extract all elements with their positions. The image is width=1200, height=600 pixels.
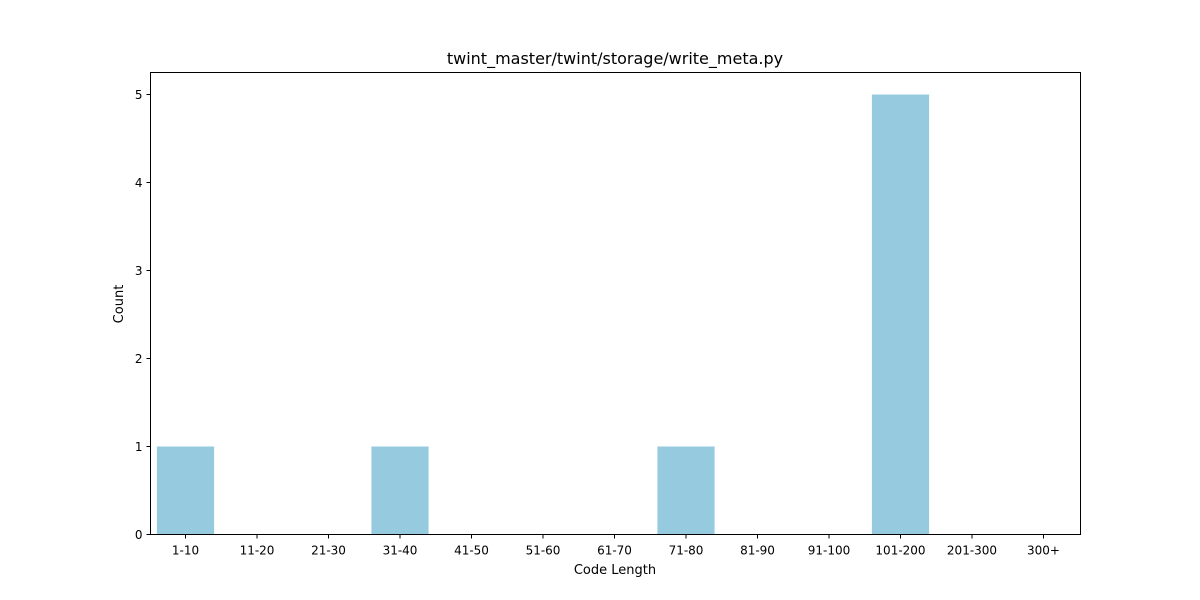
x-tick-label: 300+ [1027, 544, 1060, 558]
x-tick-label: 61-70 [597, 544, 632, 558]
x-axis-ticks: 1-10 11-20 21-30 31-40 41-50 51-60 61-70 71-80 8… [172, 534, 1060, 558]
bar-71-80 [657, 446, 715, 535]
y-tick-label: 2 [135, 352, 143, 366]
plot-frame [150, 72, 1081, 535]
x-tick-label: 91-100 [808, 544, 851, 558]
y-axis-label: Count [112, 285, 127, 324]
bar-1-10 [156, 446, 215, 535]
x-tick-label: 201-300 [947, 544, 997, 558]
x-tick-label: 11-20 [240, 544, 275, 558]
x-tick-label: 41-50 [454, 544, 489, 558]
y-tick-label: 4 [135, 176, 143, 190]
x-tick-label: 71-80 [669, 544, 704, 558]
x-axis-label: Code Length [574, 563, 656, 578]
x-tick-label: 31-40 [383, 544, 418, 558]
bars-group [156, 94, 930, 535]
chart-title: twint_master/twint/storage/write_meta.py [447, 49, 783, 69]
bar-31-40 [371, 446, 429, 535]
x-tick-label: 101-200 [875, 544, 925, 558]
y-tick-label: 0 [135, 528, 143, 542]
y-tick-label: 3 [135, 264, 143, 278]
y-tick-label: 1 [135, 440, 143, 454]
y-axis-ticks: 0 1 2 3 4 5 [135, 88, 151, 542]
x-tick-label: 1-10 [172, 544, 199, 558]
bar-101-200 [871, 94, 930, 535]
x-tick-label: 21-30 [311, 544, 346, 558]
y-tick-label: 5 [135, 88, 143, 102]
x-tick-label: 81-90 [740, 544, 775, 558]
x-tick-label: 51-60 [526, 544, 561, 558]
